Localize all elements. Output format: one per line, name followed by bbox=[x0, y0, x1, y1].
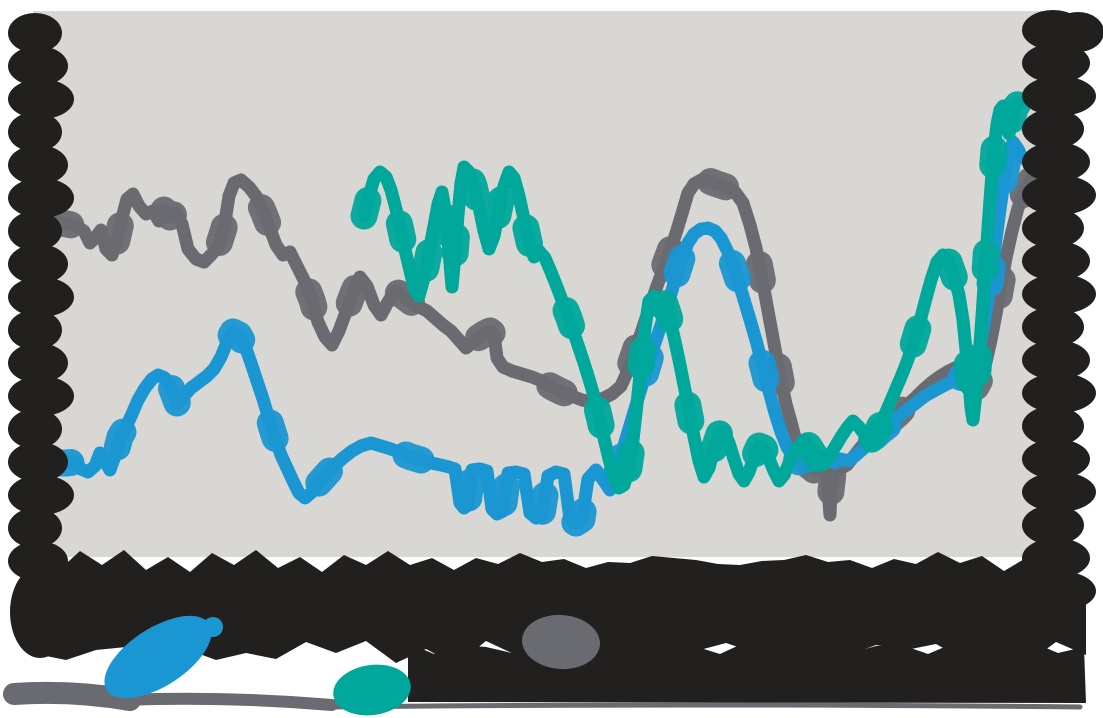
left-axis-tick-label-blob bbox=[8, 178, 74, 218]
gray-legend-marker bbox=[522, 614, 600, 670]
left-axis-tick-label-blob bbox=[8, 145, 68, 185]
right-axis-tick-label-blob bbox=[1022, 472, 1096, 512]
right-axis-tick-label-blob bbox=[1022, 373, 1096, 413]
legend-underline-thin bbox=[327, 702, 1083, 710]
right-axis-tick-label-blob bbox=[1022, 142, 1090, 182]
gray-series-blobs bbox=[41, 159, 1054, 529]
left-axis-tick-label-blob bbox=[8, 112, 62, 152]
left-axis-tick-label-blob bbox=[8, 409, 62, 449]
left-axis-tick-label-blob bbox=[8, 475, 74, 515]
left-axis-tick-label-blob bbox=[8, 343, 68, 383]
right-axis-tick-label-blob bbox=[1022, 208, 1084, 248]
right-axis-tick-label-blob bbox=[1022, 241, 1090, 281]
left-axis-tick-label-blob bbox=[8, 277, 74, 317]
left-axis-tick-label-blob bbox=[8, 46, 68, 86]
blue-legend-marker-dot bbox=[203, 617, 223, 637]
left-axis-tick-label-blob bbox=[8, 442, 68, 482]
left-axis-tick-label-blob bbox=[8, 79, 74, 119]
right-axis-tick-label-blob bbox=[1022, 43, 1090, 83]
right-axis-tick-label-blob bbox=[1022, 109, 1084, 149]
left-axis-tick-label-blob bbox=[8, 211, 62, 251]
blue-series-line bbox=[48, 135, 1029, 530]
plot-area bbox=[33, 11, 1047, 557]
left-axis-tick-label-blob bbox=[8, 508, 62, 548]
blue-legend-marker bbox=[104, 615, 212, 699]
left-axis-tick-label-blob bbox=[8, 310, 62, 350]
right-axis-tick-label-blob bbox=[1052, 12, 1103, 52]
teal-legend-marker bbox=[333, 664, 411, 716]
right-axis-tick-label-blob bbox=[1022, 439, 1090, 479]
left-axis-tick-label-blob bbox=[8, 244, 68, 284]
left-axis-tick-label-blob bbox=[8, 376, 74, 416]
right-axis-tick-label-blob bbox=[1022, 505, 1084, 545]
right-axis-tick-label-blob bbox=[1022, 406, 1084, 446]
right-axis-tick-label-blob bbox=[1022, 175, 1096, 215]
right-axis-tick-label-blob bbox=[1022, 307, 1084, 347]
right-axis-tick-label-blob bbox=[1022, 340, 1090, 380]
left-axis-tick-label-blob bbox=[8, 13, 62, 53]
legend-underline-mid bbox=[114, 692, 338, 711]
teal-series-blobs bbox=[350, 90, 1032, 502]
right-axis-tick-label-blob bbox=[1022, 274, 1096, 314]
x-axis-tick-label-mass bbox=[36, 550, 1086, 665]
right-axis-tick-label-blob bbox=[1022, 76, 1096, 116]
